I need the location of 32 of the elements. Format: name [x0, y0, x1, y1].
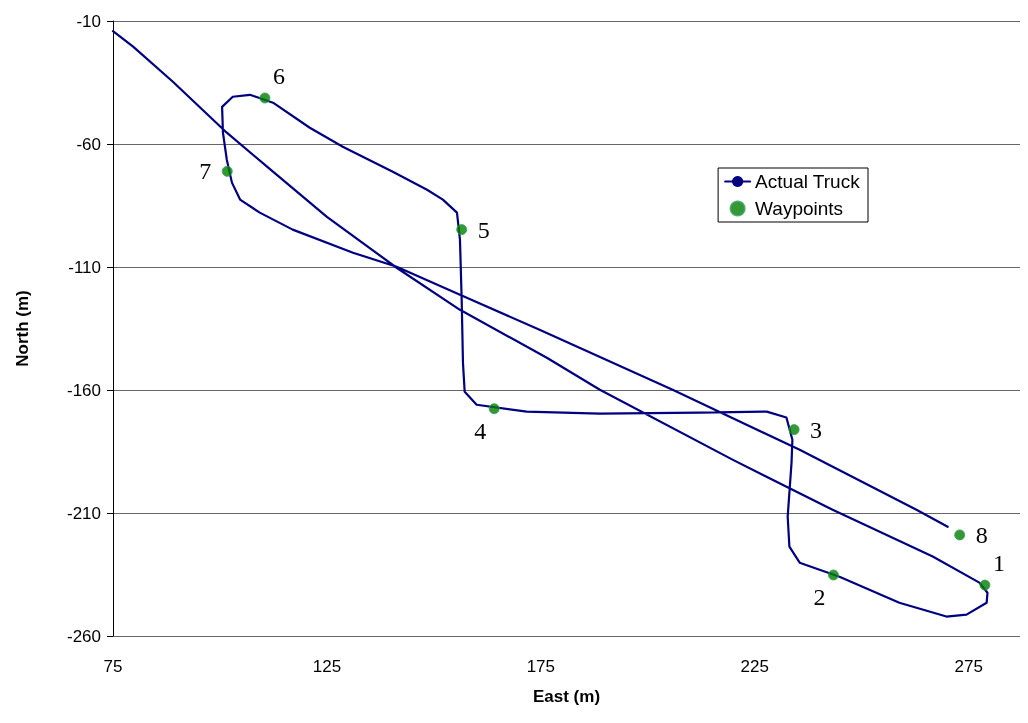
- point: [954, 529, 966, 541]
- y-tick-label: -60: [76, 134, 101, 154]
- x-tick-label: 125: [312, 657, 342, 676]
- x-tick-label: 175: [526, 657, 556, 676]
- x-tick-label: 75: [103, 657, 123, 676]
- annotation: 3: [810, 416, 823, 443]
- point: [488, 403, 500, 415]
- annotation: 1: [992, 550, 1005, 577]
- y-tick-label: -110: [68, 257, 101, 277]
- point: [259, 92, 271, 104]
- annotation: 8: [975, 521, 988, 548]
- point: [221, 165, 233, 177]
- y-tick-label: -10: [76, 11, 101, 31]
- point: [979, 579, 991, 591]
- y-tick-label: -160: [66, 380, 101, 400]
- point: [456, 224, 468, 236]
- legend-label: Waypoints: [755, 198, 844, 219]
- legend-label: Actual Truck: [755, 171, 861, 192]
- annotation: 4: [474, 417, 487, 444]
- y-axis-title: North (m): [13, 290, 32, 367]
- x-tick-label: 225: [740, 657, 769, 676]
- x-tick-label: 275: [954, 657, 983, 676]
- x-axis-title: East (m): [532, 687, 601, 706]
- annotation: 5: [477, 216, 490, 243]
- point: [788, 424, 800, 436]
- annotation: 7: [199, 158, 212, 185]
- y-tick-label: -210: [66, 503, 101, 523]
- annotation: 2: [813, 583, 826, 610]
- line-series: [111, 29, 989, 618]
- annotation: 6: [272, 63, 285, 89]
- point: [827, 569, 839, 581]
- y-tick-label: -260: [66, 626, 101, 646]
